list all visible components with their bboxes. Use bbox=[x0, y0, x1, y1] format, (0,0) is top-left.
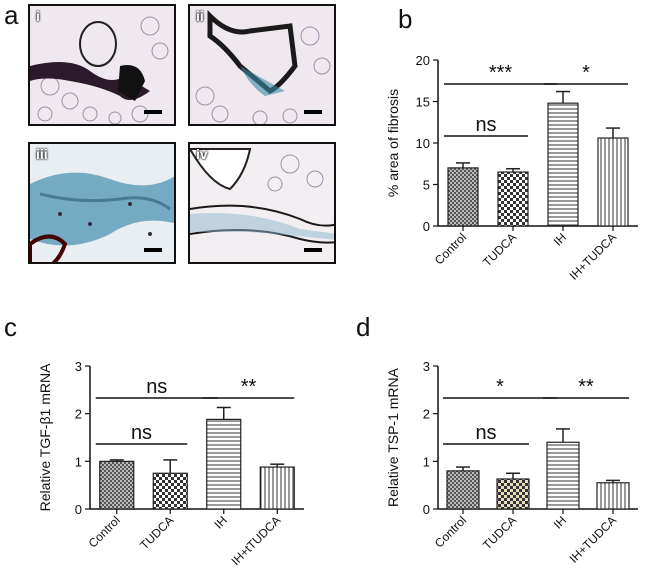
significance-label: ns bbox=[146, 376, 167, 398]
bar bbox=[259, 466, 295, 510]
category-label: Control bbox=[432, 230, 469, 267]
category-label: TUDCA bbox=[137, 513, 176, 552]
category-label: IH bbox=[551, 513, 569, 531]
panel-letter-b: b bbox=[398, 4, 413, 34]
y-tick-label: 5 bbox=[423, 178, 430, 193]
y-tick-label: 1 bbox=[75, 454, 82, 469]
y-tick-label: 0 bbox=[75, 502, 82, 517]
bar bbox=[447, 167, 479, 227]
scale-bar bbox=[304, 110, 322, 114]
category-label: Control bbox=[432, 513, 469, 550]
y-tick-label: 15 bbox=[416, 95, 430, 110]
y-tick-label: 2 bbox=[423, 407, 430, 422]
y-axis-label: % area of fibrosis bbox=[385, 89, 401, 197]
category-label: IH bbox=[211, 513, 229, 531]
y-tick-label: 20 bbox=[416, 53, 430, 68]
significance-label: ns bbox=[475, 114, 496, 136]
micrograph-iii: iii bbox=[28, 142, 176, 264]
y-tick-label: 3 bbox=[423, 359, 430, 374]
micrograph-i-label: i bbox=[36, 8, 40, 24]
micrograph-ii-label: ii bbox=[196, 8, 204, 24]
micrograph-ii: ii bbox=[188, 4, 336, 126]
panel-letter-a: a bbox=[4, 0, 19, 30]
scale-bar bbox=[144, 110, 162, 114]
significance-label: * bbox=[582, 62, 590, 84]
bar bbox=[596, 482, 630, 510]
bar bbox=[496, 478, 530, 510]
y-axis-label: Relative TGF-β1 mRNA bbox=[37, 363, 53, 511]
y-tick-label: 2 bbox=[75, 407, 82, 422]
bar bbox=[547, 102, 579, 227]
y-tick-label: 0 bbox=[423, 502, 430, 517]
micrograph-iv-label: iv bbox=[196, 146, 208, 162]
significance-label: *** bbox=[489, 62, 513, 84]
significance-label: ns bbox=[475, 422, 496, 444]
y-tick-label: 10 bbox=[416, 136, 430, 151]
bar bbox=[597, 137, 629, 227]
y-tick-label: 3 bbox=[75, 359, 82, 374]
micrograph-iii-image bbox=[30, 144, 174, 262]
bar bbox=[446, 470, 480, 510]
scale-bar bbox=[144, 248, 162, 252]
significance-label: ** bbox=[578, 376, 594, 398]
category-label: Control bbox=[86, 513, 123, 550]
category-label: IH+TUDCA bbox=[567, 513, 620, 566]
bar bbox=[152, 472, 188, 510]
micrograph-i: i bbox=[28, 4, 176, 126]
category-label: IH+tTUDCA bbox=[228, 513, 283, 568]
scale-bar bbox=[304, 248, 322, 252]
bar bbox=[546, 441, 580, 510]
y-tick-label: 0 bbox=[423, 219, 430, 234]
category-label: IH+TUDCA bbox=[567, 230, 620, 283]
micrograph-iii-label: iii bbox=[36, 146, 48, 162]
micrograph-ii-image bbox=[190, 6, 334, 124]
significance-label: ** bbox=[241, 376, 257, 398]
y-axis-label: Relative TSP-1 mRNA bbox=[385, 367, 401, 507]
bar bbox=[206, 418, 242, 510]
micrograph-i-image bbox=[30, 6, 174, 124]
significance-label: ns bbox=[131, 422, 152, 444]
bar bbox=[99, 460, 135, 510]
panel-letter-c: c bbox=[4, 312, 17, 342]
micrograph-iv: iv bbox=[188, 142, 336, 264]
micrograph-iv-image bbox=[190, 144, 334, 262]
significance-label: * bbox=[496, 376, 504, 398]
y-tick-label: 1 bbox=[423, 454, 430, 469]
bar bbox=[497, 171, 529, 227]
category-label: TUDCA bbox=[480, 513, 519, 552]
category-label: TUDCA bbox=[480, 230, 519, 269]
category-label: IH bbox=[551, 230, 569, 248]
panel-letter-d: d bbox=[356, 312, 371, 342]
